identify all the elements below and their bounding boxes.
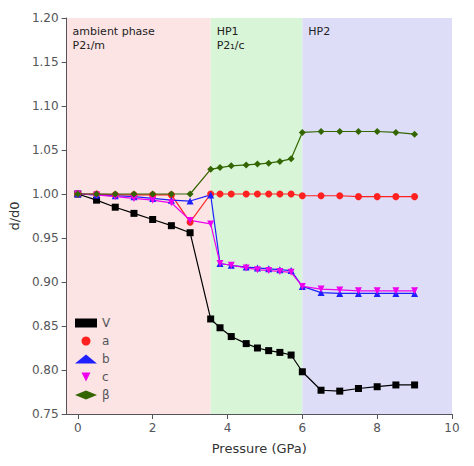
svg-text:10: 10	[444, 421, 459, 435]
svg-text:1.00: 1.00	[32, 187, 59, 201]
svg-text:4: 4	[224, 421, 232, 435]
svg-text:0.90: 0.90	[32, 275, 59, 289]
svg-text:P2₁/c: P2₁/c	[217, 39, 245, 52]
svg-text:Pressure (GPa): Pressure (GPa)	[212, 441, 307, 456]
svg-text:b: b	[102, 352, 110, 366]
svg-text:V: V	[102, 316, 111, 330]
svg-text:d/d0: d/d0	[7, 201, 22, 230]
svg-text:1.20: 1.20	[32, 11, 59, 25]
svg-text:0.80: 0.80	[32, 363, 59, 377]
svg-text:0: 0	[74, 421, 82, 435]
svg-text:8: 8	[373, 421, 381, 435]
svg-text:6: 6	[299, 421, 307, 435]
svg-text:ambient phase: ambient phase	[73, 25, 155, 38]
svg-text:2: 2	[149, 421, 157, 435]
svg-text:1.10: 1.10	[32, 99, 59, 113]
svg-text:β: β	[102, 388, 110, 402]
svg-text:c: c	[102, 370, 109, 384]
svg-text:a: a	[102, 334, 109, 348]
svg-text:1.15: 1.15	[32, 55, 59, 69]
svg-text:0.85: 0.85	[32, 319, 59, 333]
svg-text:0.75: 0.75	[32, 407, 59, 421]
svg-text:0.95: 0.95	[32, 231, 59, 245]
svg-text:HP2: HP2	[308, 25, 330, 38]
svg-text:1.05: 1.05	[32, 143, 59, 157]
svg-text:HP1: HP1	[217, 25, 239, 38]
svg-text:P2₁/m: P2₁/m	[73, 39, 105, 52]
